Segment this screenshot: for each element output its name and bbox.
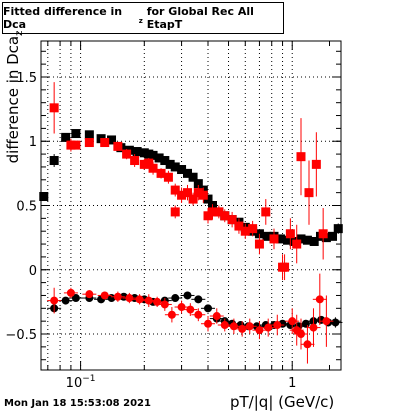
data-point xyxy=(188,172,198,182)
title-subscript: z xyxy=(138,17,143,25)
y-tick-label: 1.5 xyxy=(16,71,37,86)
data-point xyxy=(84,130,94,140)
data-point xyxy=(154,153,164,163)
data-point xyxy=(328,231,338,241)
x-tick-label: 10−1 xyxy=(66,374,96,391)
y-tick-label: 0.5 xyxy=(16,200,37,215)
data-point xyxy=(148,150,158,160)
data-point xyxy=(148,163,158,173)
data-point xyxy=(193,188,203,198)
data-point xyxy=(240,226,250,236)
data-point xyxy=(100,138,110,148)
x-axis-label: pT/|q| (GeV/c) xyxy=(230,393,335,411)
data-point xyxy=(49,156,59,166)
data-point xyxy=(122,149,132,159)
data-point xyxy=(285,229,295,239)
y-axis-label: difference in Dcaz xyxy=(4,22,25,172)
data-point xyxy=(309,236,319,246)
data-point xyxy=(170,185,180,195)
data-point xyxy=(113,141,123,151)
data-point xyxy=(220,211,230,221)
data-point xyxy=(214,207,224,217)
data-point xyxy=(107,135,117,145)
data-point xyxy=(296,152,306,162)
data-point xyxy=(144,158,154,168)
data-point xyxy=(156,168,166,178)
data-point xyxy=(160,156,170,166)
y-tick-label: 1 xyxy=(29,135,37,150)
data-point xyxy=(183,168,193,178)
data-point xyxy=(130,156,140,166)
data-point xyxy=(71,129,81,139)
data-point xyxy=(61,132,71,142)
data-point xyxy=(254,239,264,249)
data-point xyxy=(84,138,94,148)
data-point xyxy=(269,234,279,244)
data-point xyxy=(248,224,258,234)
data-point xyxy=(207,207,217,217)
data-point xyxy=(203,194,213,204)
y-tick-label: 0 xyxy=(29,264,37,279)
data-point xyxy=(170,207,180,217)
plot-frame xyxy=(40,40,342,371)
data-point xyxy=(280,262,290,272)
data-point xyxy=(292,239,302,249)
data-point xyxy=(304,188,314,198)
data-point xyxy=(261,207,271,217)
data-point xyxy=(333,224,343,234)
timestamp: Mon Jan 18 15:53:08 2021 xyxy=(4,398,151,409)
data-point xyxy=(275,234,285,244)
data-point xyxy=(234,221,244,231)
data-point xyxy=(132,147,142,157)
data-point xyxy=(183,188,193,198)
title-rest: for Global Rec All EtapT xyxy=(146,5,254,31)
data-point xyxy=(71,140,81,150)
data-point xyxy=(296,234,306,244)
data-point xyxy=(188,194,198,204)
chart-title: Fitted difference in Dca z for Global Rec… xyxy=(2,2,284,34)
data-point xyxy=(318,229,328,239)
y-axis-label-text: difference in Dca xyxy=(4,35,22,164)
data-point xyxy=(177,165,187,175)
y-tick-label: −0.5 xyxy=(5,328,37,343)
data-point xyxy=(49,103,59,113)
data-point xyxy=(227,215,237,225)
data-point xyxy=(165,159,175,169)
data-point xyxy=(66,140,76,150)
data-point xyxy=(311,159,321,169)
data-point xyxy=(193,179,203,189)
data-point xyxy=(262,231,272,241)
data-point xyxy=(302,235,312,245)
data-point xyxy=(163,172,173,182)
data-point xyxy=(39,192,49,202)
title-main: Fitted difference in Dca xyxy=(3,5,123,31)
data-point xyxy=(170,162,180,172)
data-point xyxy=(177,190,187,200)
x-tick-label: 1 xyxy=(288,376,296,391)
y-axis-label-subscript: z xyxy=(14,30,25,36)
data-point xyxy=(198,190,208,200)
data-point xyxy=(283,235,293,245)
